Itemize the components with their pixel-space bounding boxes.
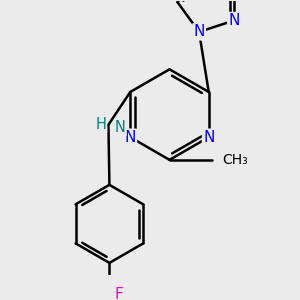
- Text: H: H: [95, 117, 106, 132]
- Text: CH₃: CH₃: [223, 153, 248, 167]
- Text: F: F: [115, 286, 124, 300]
- Text: N: N: [228, 13, 240, 28]
- Text: N: N: [203, 130, 214, 145]
- Text: N: N: [124, 130, 136, 145]
- Text: N: N: [194, 24, 205, 39]
- Text: N: N: [115, 120, 126, 135]
